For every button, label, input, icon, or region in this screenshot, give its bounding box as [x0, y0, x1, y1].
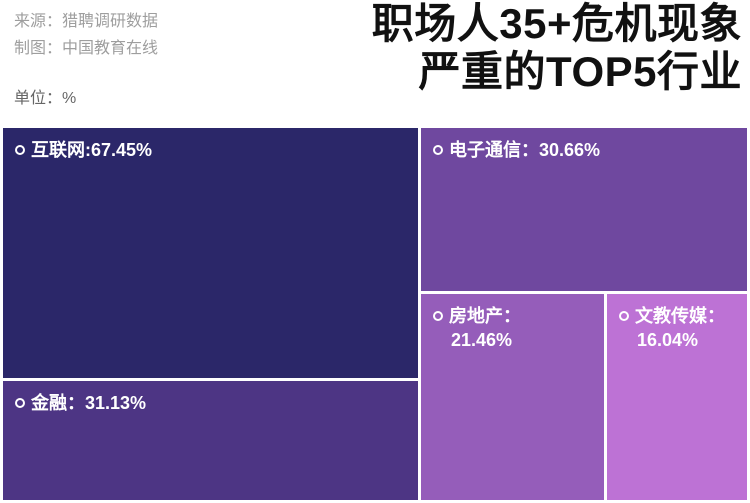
- bullet-icon: [433, 145, 443, 155]
- bullet-icon: [433, 311, 443, 321]
- treemap-cell-internet: 互联网:67.45%: [3, 128, 418, 378]
- cell-label: 互联网:67.45%: [31, 138, 152, 162]
- cell-value: 21.46%: [451, 328, 512, 352]
- cell-label: 电子通信：30.66%: [449, 138, 600, 162]
- cell-label: 金融：31.13%: [31, 391, 146, 415]
- bullet-icon: [15, 398, 25, 408]
- title-line-2: 严重的TOP5行业: [372, 48, 742, 96]
- cell-label: 房地产：: [449, 304, 521, 328]
- cell-label: 文教传媒：: [635, 304, 725, 328]
- chart-title: 职场人35+危机现象 严重的TOP5行业: [372, 0, 742, 97]
- treemap-cell-media: 文教传媒：16.04%: [607, 294, 747, 500]
- treemap-cell-finance: 金融：31.13%: [3, 381, 418, 500]
- treemap-cell-electronics: 电子通信：30.66%: [421, 128, 747, 291]
- bullet-icon: [15, 145, 25, 155]
- title-line-1: 职场人35+危机现象: [372, 0, 742, 48]
- treemap-cell-realestate: 房地产：21.46%: [421, 294, 604, 500]
- treemap-chart: 互联网:67.45% 金融：31.13% 电子通信：30.66% 房地产：21.46%…: [3, 128, 747, 500]
- cell-value: 16.04%: [637, 328, 698, 352]
- bullet-icon: [619, 311, 629, 321]
